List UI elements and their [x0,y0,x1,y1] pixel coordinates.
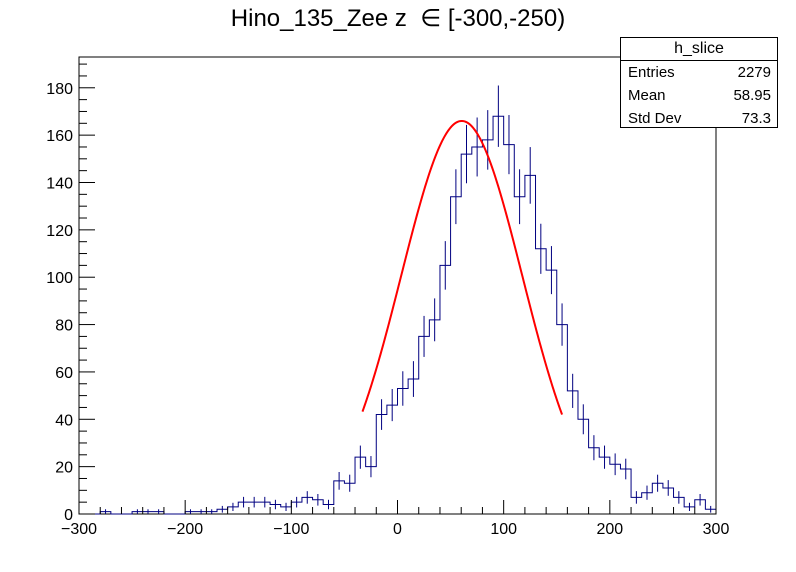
y-tick-label: 80 [55,318,73,335]
error-bars [105,85,712,514]
y-tick-label: 160 [46,128,73,145]
stats-value: 58.95 [733,87,771,104]
stats-label: Std Dev [628,110,682,127]
histogram-bins [79,115,716,515]
x-tick-label: 300 [703,521,730,538]
stats-row-stddev: Std Dev 73.3 [621,107,777,130]
stats-label: Mean [628,87,666,104]
x-tick-label: 200 [596,521,623,538]
stats-row-mean: Mean 58.95 [621,84,777,107]
x-tick-label: 0 [393,521,402,538]
y-tick-label: 20 [55,460,73,477]
stats-row-entries: Entries 2279 [621,61,777,84]
stats-label: Entries [628,64,675,81]
stats-box: h_slice Entries 2279 Mean 58.95 Std Dev … [620,37,778,128]
stats-value: 2279 [737,64,771,81]
histogram-outline [79,115,716,515]
x-tick-label: −300 [61,521,97,538]
y-tick-label: 180 [46,81,73,98]
chart-title: Hino_135_Zee z ∈ [-300,-250) [230,5,566,32]
stats-header: h_slice [621,38,777,61]
x-tick-label: 100 [490,521,517,538]
y-tick-label: 100 [46,270,73,287]
stats-value: 73.3 [741,110,771,127]
fit-curve-group [361,119,563,415]
fit-curve [361,119,563,415]
y-tick-label: 140 [46,175,73,192]
y-tick-label: 120 [46,223,73,240]
axis-ticks: −300 −200 −100 0 100 200 300 0 20 40 60 80 100 120 140… [46,63,730,538]
x-tick-label: −200 [167,521,203,538]
y-tick-label: 60 [55,365,73,382]
y-tick-label: 0 [64,507,73,524]
y-tick-label: 40 [55,412,73,429]
x-tick-label: −100 [273,521,309,538]
